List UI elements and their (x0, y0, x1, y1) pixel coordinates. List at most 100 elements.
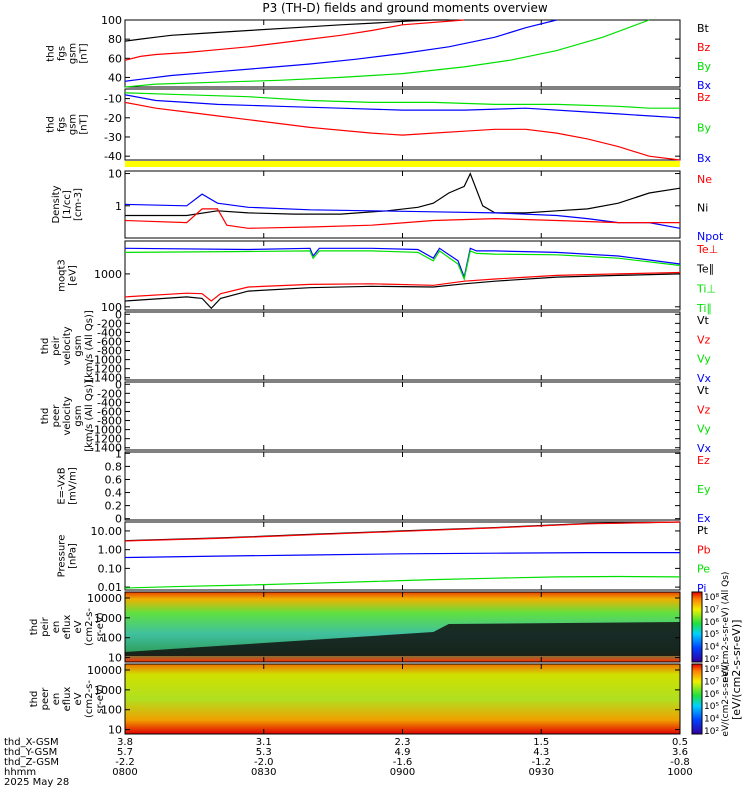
colorbar-tick-label: 10² (704, 727, 719, 737)
x-axis-value: 2.3 (395, 737, 411, 748)
y-tick-label: -1400 (90, 442, 122, 455)
y-axis-label-line: eV (73, 692, 84, 705)
y-axis-label-line: thd (46, 45, 57, 62)
x-axis-value: -1.6 (393, 757, 413, 768)
colorbar-tick-label: 10⁵ (704, 702, 719, 712)
x-axis-value: 4.9 (395, 747, 411, 758)
x-axis-value: 5.3 (256, 747, 272, 758)
colorbar: 10² 10⁴ 10⁵ 10⁶ 10⁷ 10⁸ eV/(cm2-s-sr-eV) (691, 661, 731, 737)
plot-title: P3 (TH-D) fields and ground moments over… (262, 1, 547, 15)
y-tick-label: 1000 (94, 612, 122, 625)
y-axis-label-line: gsm (68, 114, 79, 135)
y-axis-label-line: thd (40, 338, 51, 355)
colorbar-label: [eV/(cm2-s-sr-eV)] (730, 620, 743, 720)
y-tick-label: 0 (115, 513, 122, 526)
y-axis-label-line: [eV] (68, 265, 79, 286)
legend-Bx: Bx (697, 79, 712, 92)
colorbar-fill (691, 663, 703, 735)
y-tick-label: 0 (115, 378, 122, 391)
y-tick-label: -1000 (90, 354, 122, 367)
x-axis-value: 0930 (529, 767, 554, 778)
y-tick-label: -30 (104, 131, 122, 144)
y-axis-label-line: peir (40, 616, 51, 636)
y-tick-label: -400 (97, 326, 122, 339)
y-tick-label: -20 (104, 112, 122, 125)
legend-Bz: Bz (697, 41, 711, 54)
y-axis-label: Density[1/cc][cm-3] (51, 185, 84, 223)
y-tick-label: -400 (97, 396, 122, 409)
series-Te⊥ (124, 271, 681, 302)
y-axis-label-line: [km/s (All Qs)] (84, 380, 95, 452)
colorbar-tick-label: 10⁷ (704, 677, 719, 687)
x-axis-value: 5.7 (117, 747, 133, 758)
x-axis-value: 3.1 (256, 737, 272, 748)
panel-peer_eflux: 10 100 1000 10000 thdpeerenefluxeV(cm2-s-sr-… (29, 663, 681, 737)
x-axis-row-name: thd_Z-GSM (4, 757, 59, 768)
legend-Vz: Vz (697, 403, 711, 416)
legend-Bx: Bx (697, 152, 712, 165)
x-axis-value: 3.8 (117, 737, 133, 748)
y-axis-label-line: gsm (73, 405, 84, 426)
y-tick-label: -1400 (90, 372, 122, 385)
x-axis-value: 1000 (667, 767, 692, 778)
y-axis-label: thdfgsgsm[nT] (46, 114, 90, 135)
y-tick-label: -1200 (90, 433, 122, 446)
legend-Vt: Vt (697, 314, 710, 327)
y-tick-label: -800 (97, 345, 122, 358)
y-axis-label-line: gsm (68, 43, 79, 64)
panel-frame (124, 170, 681, 239)
legend-Vt: Vt (697, 384, 710, 397)
y-axis-label: thdfgsgsm[nT] (46, 43, 90, 64)
series-By (124, 19, 557, 82)
panel-frame (124, 451, 681, 521)
y-tick-label: -200 (97, 387, 122, 400)
panel-frame (124, 311, 681, 381)
colorbar-axis-label: eV/(cm2-s-sr-eV) (721, 661, 731, 736)
legend-Ne: Ne (697, 173, 712, 186)
colorbar-tick-label: 10⁸ (704, 593, 719, 603)
y-tick-label: 1 (115, 447, 122, 460)
legend-Pe: Pe (697, 563, 710, 576)
colorbars: 10² 10⁴ 10⁵ 10⁶ 10⁷ 10⁸ eV/(cm2-s-sr-eV) (All … (691, 572, 731, 737)
y-axis-label-line: (cm2-s- (84, 680, 95, 718)
colorbar-tick-label: 10² (704, 655, 719, 665)
y-axis-label-line: sr-eV) (95, 684, 106, 713)
heatmap-fill (125, 664, 680, 734)
legend-By: By (697, 122, 712, 135)
legend-Pi: Pi (697, 582, 706, 595)
colorbar-fill (691, 591, 703, 663)
x-axis-row-name: thd_X-GSM (4, 737, 59, 748)
y-tick-label: -1000 (90, 424, 122, 437)
y-axis-label-line: Density (51, 185, 62, 223)
legend-Ni: Ni (697, 202, 708, 215)
legend-Ez: Ez (697, 454, 710, 467)
legend-Vy: Vy (697, 353, 711, 366)
y-tick-label: 100 (101, 14, 122, 27)
colorbar-tick-label: 10⁶ (704, 690, 719, 700)
colorbar-tick-label: 10⁴ (704, 643, 719, 653)
legend-Vx: Vx (697, 442, 712, 455)
colorbar-tick-label: 10⁵ (704, 630, 719, 640)
y-tick-label: -200 (97, 317, 122, 330)
y-axis-label-line: moqt3 (57, 259, 68, 292)
y-axis-label-line: en (51, 621, 62, 634)
legend-Vx: Vx (697, 372, 712, 385)
x-axis-value: 0800 (112, 767, 137, 778)
x-axis-value: -2.0 (254, 757, 274, 768)
series-Ti⊥ (124, 247, 681, 280)
y-tick-label: 0.10 (98, 562, 123, 575)
heatmap-low-flux-region (125, 622, 680, 656)
y-tick-label: 0 (115, 308, 122, 321)
y-axis-label: moqt3[eV] (57, 259, 79, 292)
panel-frame (124, 88, 681, 161)
series-Bx (124, 19, 650, 88)
y-tick-label: 0.4 (105, 487, 123, 500)
panel-frame (124, 381, 681, 451)
y-tick-label: -1200 (90, 363, 122, 376)
colorbar-tick-label: 10⁶ (704, 618, 719, 628)
y-axis-label-line: en (51, 693, 62, 706)
legend-Npot: Npot (697, 230, 724, 243)
y-axis-label-line: velocity (62, 396, 73, 435)
legend-Bz: Bz (697, 91, 711, 104)
panel-temperature: 100 1000 moqt3[eV] Te⊥ Te∥ Ti⊥ Ti∥ (57, 240, 718, 315)
